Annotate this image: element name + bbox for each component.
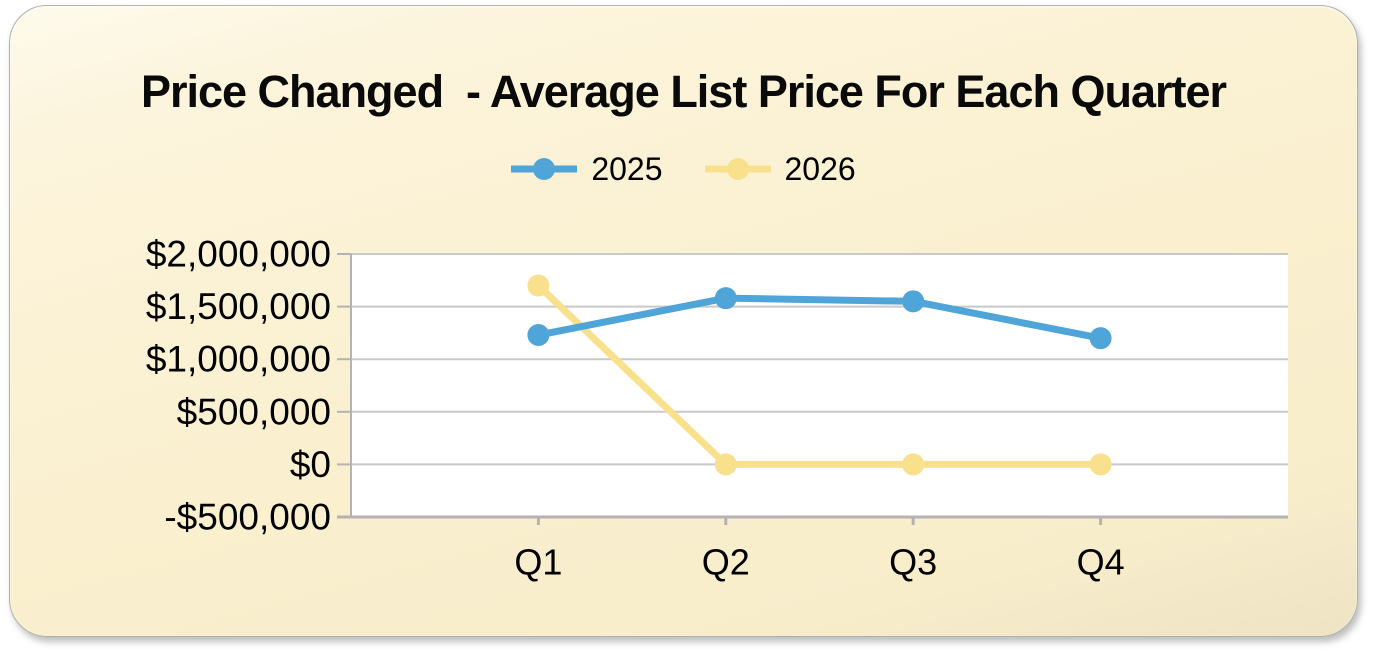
x-axis-tick-label: Q1 xyxy=(514,542,562,583)
plot-background xyxy=(351,254,1288,517)
y-axis-tick-label: $1,500,000 xyxy=(146,286,331,327)
data-point-2026-Q3 xyxy=(902,453,925,476)
chart-card: Price Changed - Average List Price For E… xyxy=(9,5,1358,637)
data-point-2026-Q1 xyxy=(527,274,550,297)
data-point-2025-Q4 xyxy=(1089,327,1112,350)
chart-title: Price Changed - Average List Price For E… xyxy=(140,66,1227,117)
data-point-2025-Q3 xyxy=(902,290,925,313)
legend-label-2025: 2025 xyxy=(591,151,663,187)
y-axis-tick-label: $500,000 xyxy=(177,391,331,432)
data-point-2026-Q4 xyxy=(1089,453,1112,476)
line-marker-swatch-2026 xyxy=(704,158,771,180)
x-axis-tick-label: Q3 xyxy=(889,542,937,583)
legend-item-2025: 2025 xyxy=(511,151,663,187)
y-axis-tick-label: $0 xyxy=(290,444,331,485)
data-point-2025-Q1 xyxy=(527,324,550,347)
y-axis-tick-label: $1,000,000 xyxy=(146,339,331,380)
x-axis-tick-label: Q2 xyxy=(702,542,750,583)
legend: 2025 2026 xyxy=(10,153,1357,185)
y-axis-tick-label: -$500,000 xyxy=(164,497,331,538)
series-line-2026 xyxy=(534,282,1105,468)
line-marker-swatch-2025 xyxy=(511,158,578,180)
legend-item-2026: 2026 xyxy=(704,151,856,187)
series-line-2025 xyxy=(534,294,1105,342)
line-chart-plot: $2,000,000 $1,500,000 $1,000,000 $500,000 $0… xyxy=(146,234,1288,583)
x-axis-tick-label: Q4 xyxy=(1077,542,1125,583)
legend-label-2026: 2026 xyxy=(784,151,856,187)
y-axis-tick-label: $2,000,000 xyxy=(146,234,331,275)
data-point-2026-Q2 xyxy=(714,453,737,476)
data-point-2025-Q2 xyxy=(714,287,737,310)
